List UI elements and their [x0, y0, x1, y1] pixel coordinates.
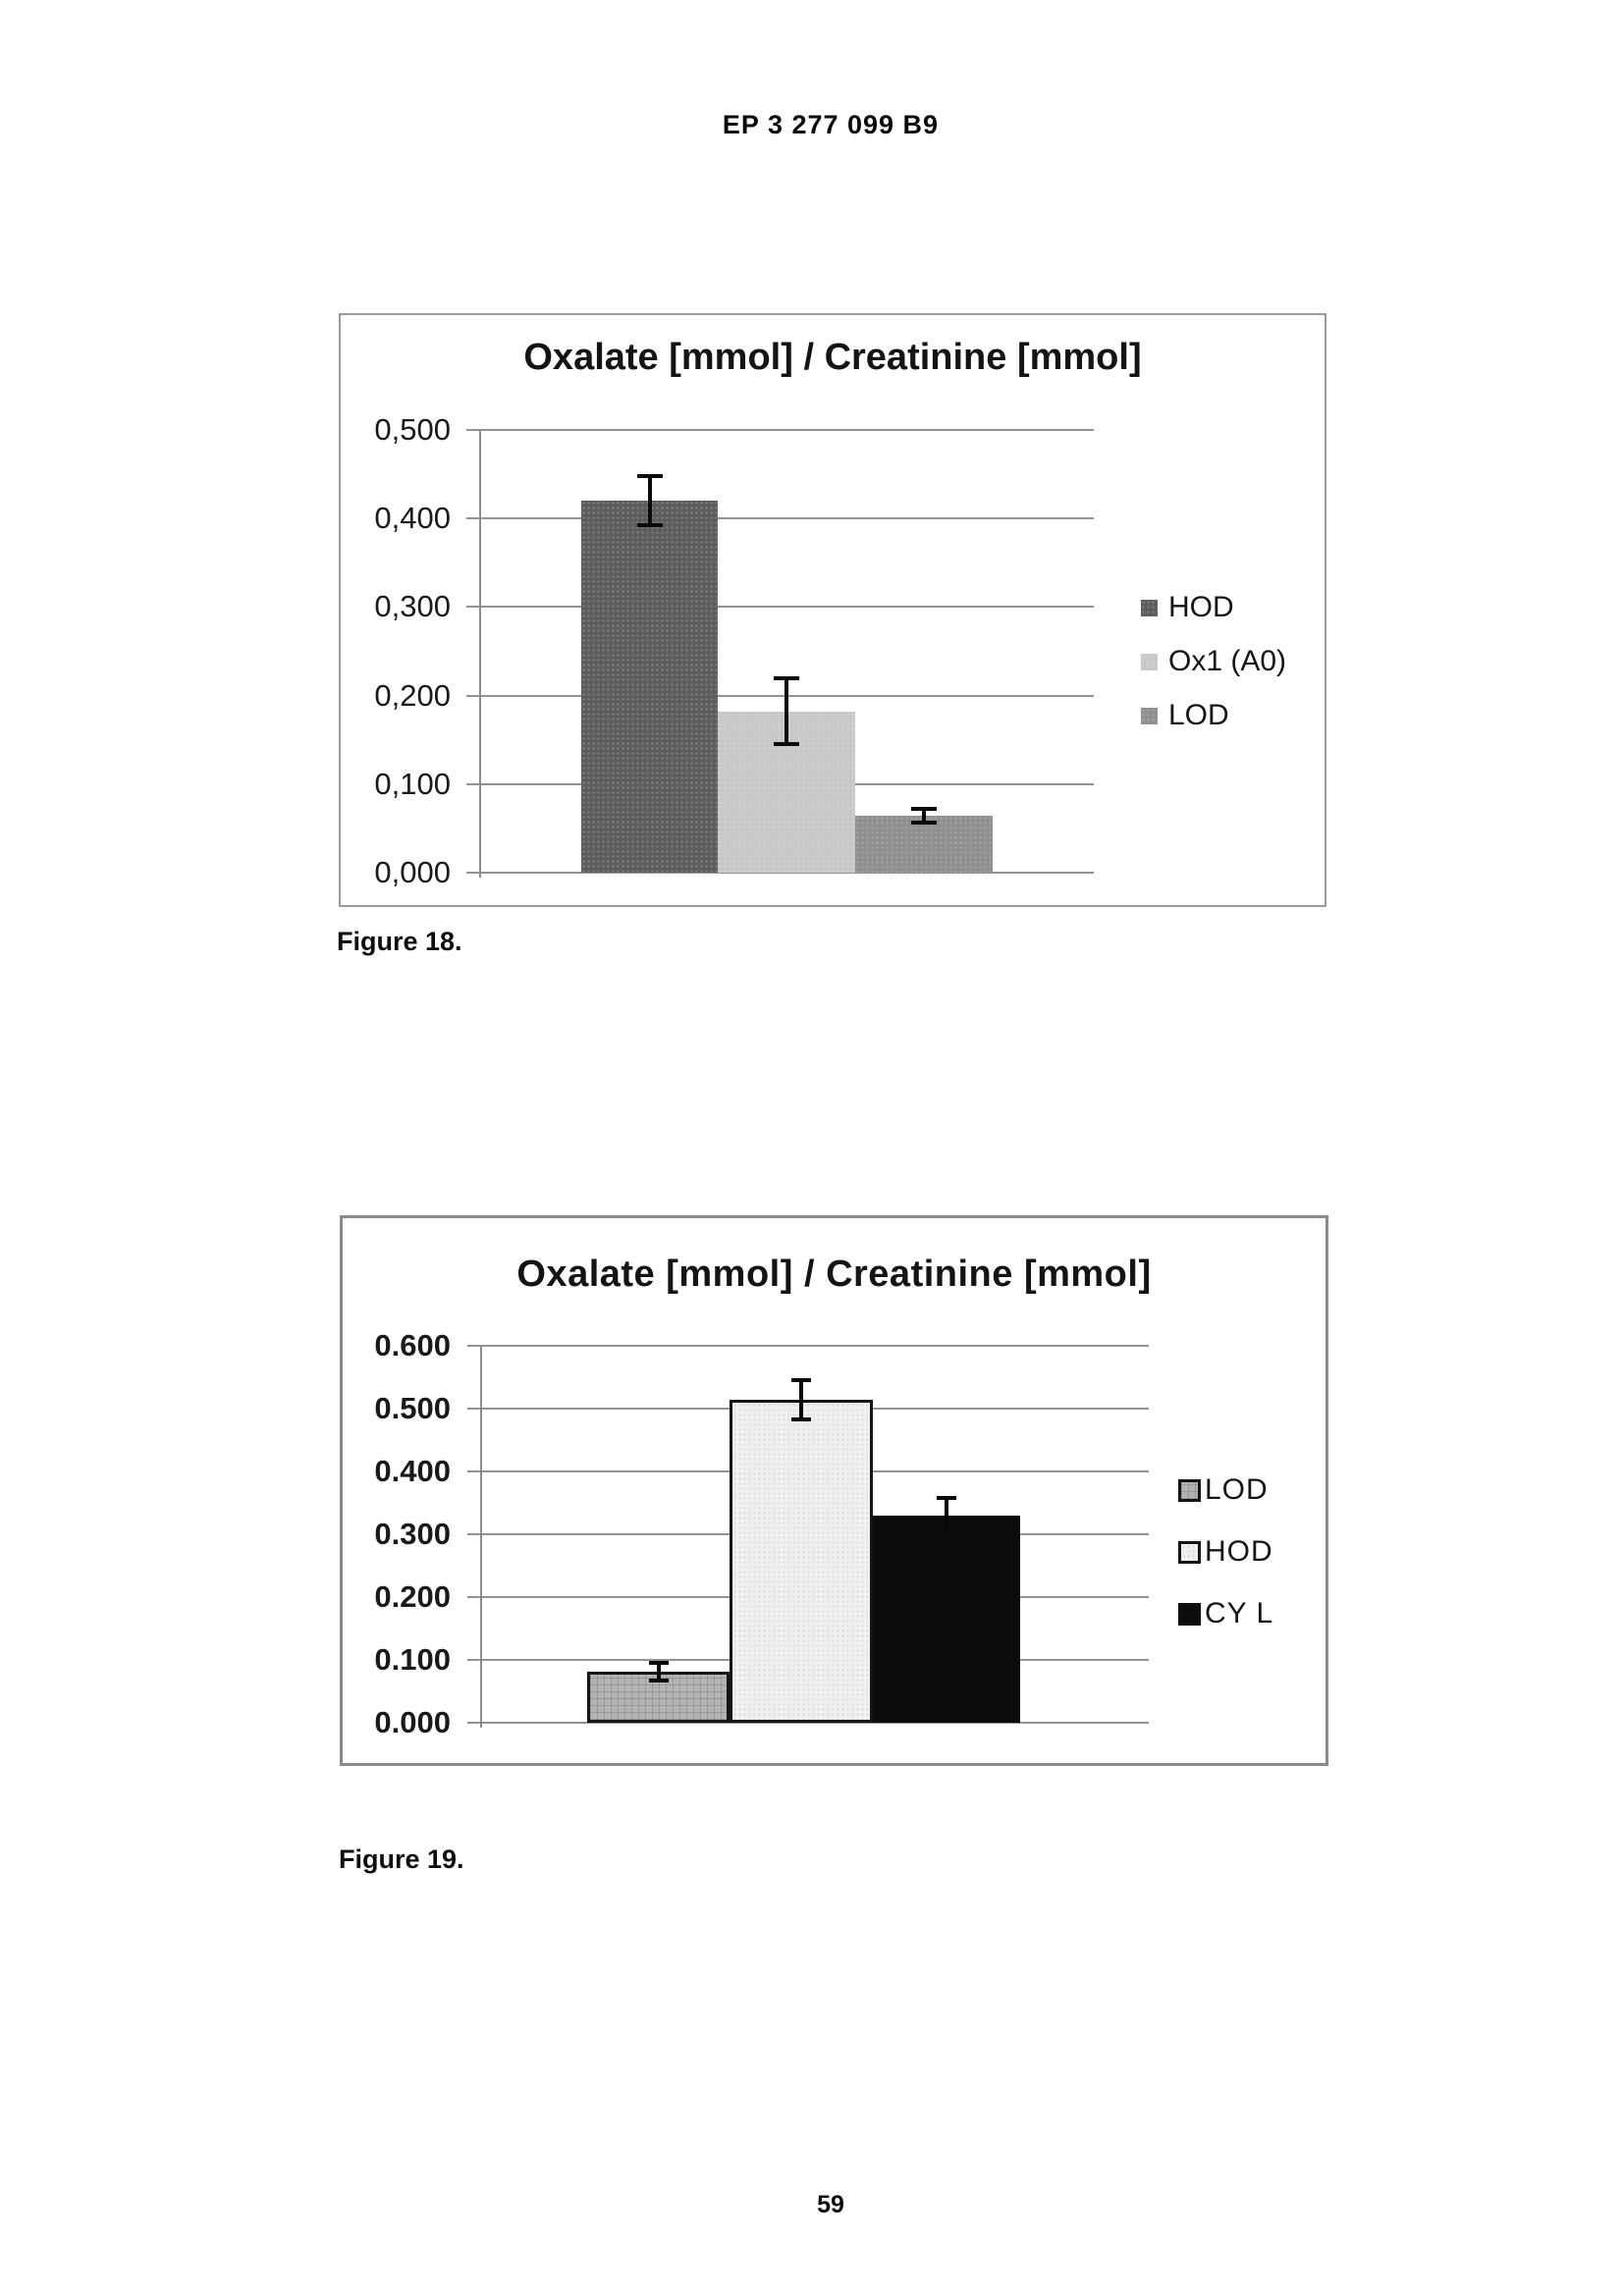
bar-hod: [730, 1400, 873, 1723]
bar-lod: [855, 816, 993, 873]
gridline: [466, 429, 1094, 431]
bar-cy-l: [873, 1515, 1020, 1723]
gridline: [467, 1345, 1149, 1347]
y-axis-tick-label: 0,100: [374, 766, 451, 801]
gridline: [466, 606, 1094, 609]
legend-item-lod: LOD: [1141, 699, 1229, 732]
legend-item-cy-l: CY L: [1178, 1597, 1273, 1630]
bar-hod: [581, 501, 718, 873]
y-axis-tick-label: 0.500: [374, 1391, 451, 1425]
legend-swatch-lod: [1141, 707, 1158, 724]
figure-19-caption: Figure 19.: [339, 1844, 464, 1874]
error-bar-upper-cap: [937, 1495, 956, 1500]
y-axis-tick-label: 0.300: [374, 1517, 451, 1551]
bar-ox1-a0: [718, 711, 855, 873]
y-axis-tick-label: 0,300: [374, 589, 451, 624]
figure-19-chart: Oxalate [mmol] / Creatinine [mmol] 0.600…: [340, 1215, 1328, 1766]
error-bar-cy-l: [945, 1497, 948, 1533]
gridline: [467, 1722, 1149, 1724]
y-axis-tick-label: 0.400: [374, 1454, 451, 1488]
error-bar-lod: [656, 1663, 661, 1682]
error-bar-hod: [799, 1380, 803, 1419]
legend-label: Ox1 (A0): [1168, 645, 1287, 677]
legend-swatch-hod: [1178, 1540, 1201, 1564]
error-bar-upper-cap: [791, 1378, 811, 1383]
legend-item-ox1-a0: Ox1 (A0): [1141, 645, 1286, 678]
legend-item-lod: LOD: [1178, 1473, 1269, 1507]
legend-item-hod: HOD: [1178, 1535, 1273, 1569]
legend-item-hod: HOD: [1141, 591, 1234, 624]
error-bar-upper-cap: [911, 807, 937, 812]
error-bar-hod: [647, 475, 652, 526]
y-axis-tick-label: 0.000: [374, 1705, 451, 1739]
y-axis-tick-label: 0.100: [374, 1642, 451, 1677]
y-axis-tick-label: 0.600: [374, 1328, 451, 1362]
y-axis-tick-label: 0,400: [374, 501, 451, 536]
y-axis-tick-label: 0,200: [374, 677, 451, 713]
plot-area: 0.600 0.500 0.400 0.300 0.200 0.100 0.000 LOD HO…: [343, 1218, 1325, 1763]
chart-title: Oxalate [mmol] / Creatinine [mmol]: [516, 1254, 1152, 1295]
y-axis-line: [479, 430, 481, 878]
error-bar-lod: [922, 809, 926, 824]
error-bar-upper-cap: [774, 676, 799, 681]
y-axis-line: [480, 1346, 482, 1728]
error-bar-lower-cap: [937, 1530, 956, 1535]
page-number: 59: [817, 2191, 844, 2218]
legend-swatch-cy-l: [1178, 1602, 1201, 1626]
legend-swatch-hod: [1141, 599, 1158, 616]
error-bar-lower-cap: [636, 523, 663, 528]
document-header: EP 3 277 099 B9: [722, 110, 940, 139]
error-bar-ox1-a0: [784, 678, 788, 745]
legend-label: HOD: [1168, 591, 1234, 623]
gridline: [466, 694, 1094, 697]
legend-label: LOD: [1205, 1473, 1269, 1506]
gridline: [466, 517, 1094, 520]
error-bar-upper-cap: [648, 1661, 669, 1666]
y-axis-tick-label: 0,000: [374, 855, 451, 889]
error-bar-upper-cap: [636, 473, 663, 478]
legend-label: LOD: [1168, 699, 1229, 731]
error-bar-lower-cap: [774, 742, 799, 747]
bar-lod: [587, 1672, 730, 1723]
y-axis-tick-label: 0,500: [374, 412, 451, 447]
legend-swatch-lod: [1178, 1478, 1201, 1502]
gridline: [466, 872, 1094, 874]
legend-swatch-ox1-a0: [1141, 653, 1158, 670]
plot-area: 0,500 0,400 0,300 0,200 0,100 0,000 HOD Ox1 (A0…: [341, 315, 1325, 905]
legend-label: HOD: [1205, 1535, 1273, 1568]
figure-18-caption: Figure 18.: [337, 927, 462, 956]
figure-18-chart: Oxalate [mmol] / Creatinine [mmol] 0,500…: [339, 313, 1326, 907]
error-bar-lower-cap: [791, 1416, 811, 1421]
error-bar-lower-cap: [911, 821, 937, 826]
legend-label: CY L: [1205, 1597, 1274, 1629]
y-axis-tick-label: 0.200: [374, 1579, 451, 1614]
error-bar-lower-cap: [648, 1679, 669, 1683]
chart-title: Oxalate [mmol] / Creatinine [mmol]: [523, 337, 1142, 378]
